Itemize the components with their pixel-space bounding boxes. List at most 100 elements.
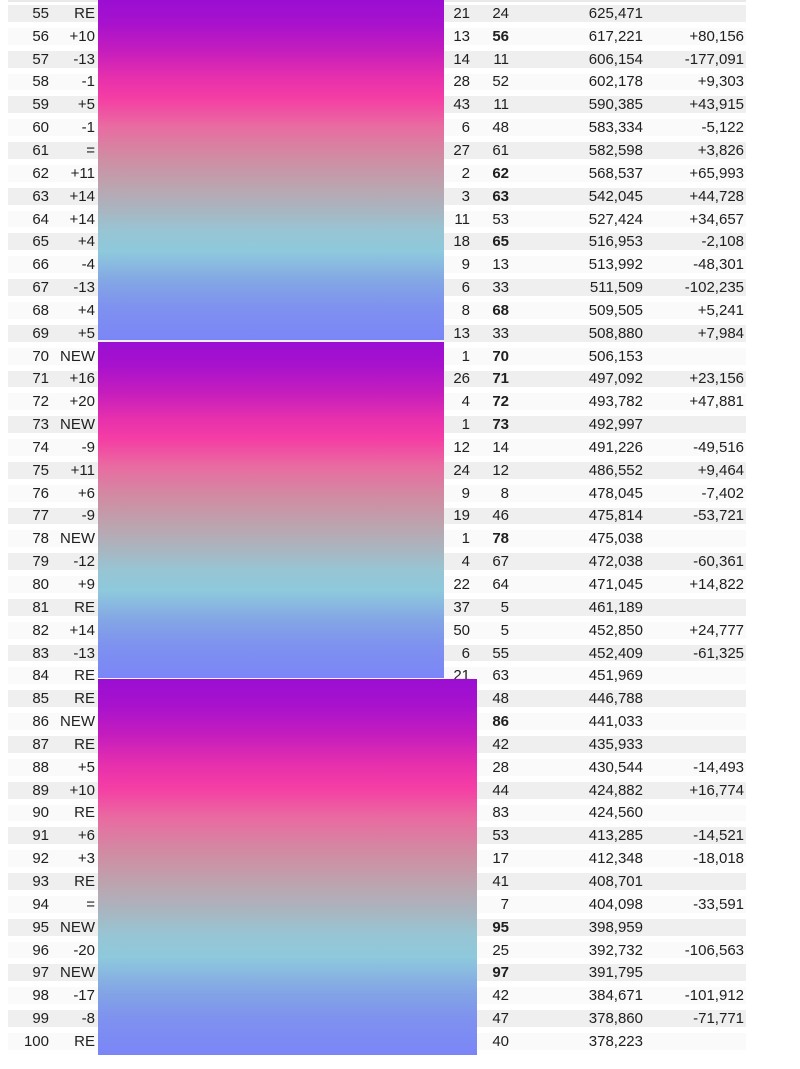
weeks-cell: 4 <box>461 393 470 411</box>
points-cell: 378,860 <box>588 1010 643 1028</box>
peak-cell: 63 <box>492 667 509 685</box>
points-cell: 398,959 <box>588 918 643 936</box>
change-cell: RE <box>74 667 95 685</box>
points-change-cell: -177,091 <box>684 50 744 68</box>
change-cell: NEW <box>60 918 95 936</box>
rank-cell: 85 <box>32 690 49 708</box>
weeks-cell: 6 <box>461 279 470 297</box>
points-change-cell: +9,464 <box>697 461 744 479</box>
points-change-cell: -61,325 <box>693 644 744 662</box>
change-cell: -1 <box>81 73 95 91</box>
redaction-gradient-block-2 <box>98 342 444 678</box>
peak-cell: 61 <box>492 141 509 159</box>
peak-cell: 14 <box>492 438 509 456</box>
change-cell: +10 <box>69 781 95 799</box>
peak-cell: 40 <box>492 1032 509 1050</box>
rank-cell: 71 <box>32 370 49 388</box>
rank-cell: 78 <box>32 530 49 548</box>
points-change-cell: +47,881 <box>689 393 744 411</box>
points-change-cell: -48,301 <box>693 256 744 274</box>
points-cell: 404,098 <box>588 895 643 913</box>
rank-cell: 82 <box>32 621 49 639</box>
points-cell: 452,409 <box>588 644 643 662</box>
change-cell: RE <box>74 872 95 890</box>
change-cell: +4 <box>77 301 95 319</box>
change-cell: -8 <box>81 1010 95 1028</box>
change-cell: +6 <box>77 484 95 502</box>
peak-cell: 8 <box>500 484 509 502</box>
points-change-cell: +24,777 <box>689 621 744 639</box>
rank-cell: 94 <box>32 895 49 913</box>
weeks-cell: 50 <box>453 621 470 639</box>
peak-cell: 12 <box>492 461 509 479</box>
rank-cell: 81 <box>32 598 49 616</box>
change-cell: +6 <box>77 827 95 845</box>
points-cell: 582,598 <box>588 141 643 159</box>
points-cell: 617,221 <box>588 27 643 45</box>
rank-cell: 70 <box>32 347 49 365</box>
rank-cell: 64 <box>32 210 49 228</box>
points-change-cell: -5,122 <box>701 119 744 137</box>
points-cell: 509,505 <box>588 301 643 319</box>
rank-cell: 99 <box>32 1010 49 1028</box>
weeks-cell: 19 <box>453 507 470 525</box>
points-cell: 461,189 <box>588 598 643 616</box>
weeks-cell: 11 <box>454 210 470 228</box>
weeks-cell: 13 <box>453 27 470 45</box>
rank-cell: 72 <box>32 393 49 411</box>
points-cell: 497,092 <box>588 370 643 388</box>
peak-cell: 11 <box>493 50 509 68</box>
redaction-gradient-block-3 <box>98 679 477 1055</box>
points-cell: 430,544 <box>588 758 643 776</box>
change-cell: NEW <box>60 530 95 548</box>
peak-cell: 65 <box>492 233 509 251</box>
rank-cell: 98 <box>32 987 49 1005</box>
change-cell: RE <box>74 690 95 708</box>
peak-cell: 83 <box>492 804 509 822</box>
weeks-cell: 27 <box>453 141 470 159</box>
peak-cell: 64 <box>492 576 509 594</box>
change-cell: = <box>86 141 95 159</box>
peak-cell: 86 <box>492 713 509 731</box>
weeks-cell: 8 <box>461 301 470 319</box>
change-cell: -12 <box>73 553 95 571</box>
change-cell: -4 <box>81 256 95 274</box>
change-cell: NEW <box>60 416 95 434</box>
points-change-cell: +34,657 <box>689 210 744 228</box>
rank-cell: 87 <box>32 735 49 753</box>
rank-cell: 61 <box>32 141 49 159</box>
peak-cell: 46 <box>492 507 509 525</box>
points-change-cell: +3,826 <box>697 141 744 159</box>
peak-cell: 71 <box>492 370 509 388</box>
change-cell: +9 <box>77 576 95 594</box>
points-cell: 606,154 <box>588 50 643 68</box>
points-cell: 384,671 <box>588 987 643 1005</box>
peak-cell: 95 <box>492 918 509 936</box>
points-cell: 625,471 <box>588 4 643 22</box>
points-cell: 568,537 <box>588 164 643 182</box>
peak-cell: 7 <box>500 895 509 913</box>
points-cell: 475,814 <box>588 507 643 525</box>
weeks-cell: 1 <box>461 347 470 365</box>
change-cell: +14 <box>69 621 95 639</box>
peak-cell: 47 <box>492 1010 509 1028</box>
points-cell: 441,033 <box>588 713 643 731</box>
change-cell: RE <box>74 804 95 822</box>
points-cell: 508,880 <box>588 324 643 342</box>
weeks-cell: 18 <box>453 233 470 251</box>
change-cell: +3 <box>77 850 95 868</box>
change-cell: -17 <box>73 987 95 1005</box>
points-cell: 451,969 <box>588 667 643 685</box>
rank-cell: 90 <box>32 804 49 822</box>
points-cell: 602,178 <box>588 73 643 91</box>
points-cell: 424,560 <box>588 804 643 822</box>
rank-cell: 60 <box>32 119 49 137</box>
points-change-cell: +9,303 <box>697 73 744 91</box>
change-cell: +5 <box>77 324 95 342</box>
change-cell: NEW <box>60 347 95 365</box>
peak-cell: 17 <box>492 850 509 868</box>
points-cell: 492,997 <box>588 416 643 434</box>
rank-cell: 75 <box>32 461 49 479</box>
peak-cell: 55 <box>492 644 509 662</box>
peak-cell: 28 <box>492 758 509 776</box>
